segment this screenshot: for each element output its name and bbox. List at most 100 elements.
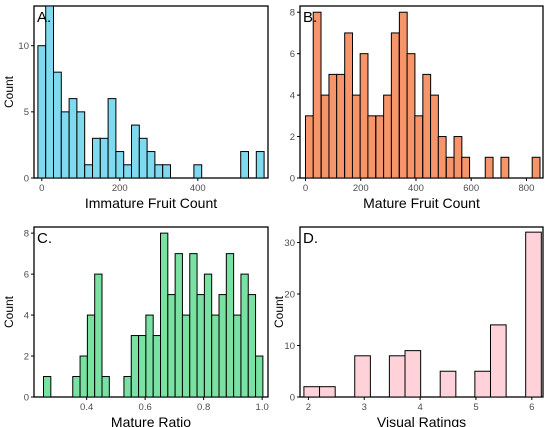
histogram-bar <box>154 164 164 179</box>
histogram-bar <box>92 137 101 179</box>
histogram-bar <box>43 376 52 398</box>
histogram-bar <box>115 151 125 179</box>
histogram-bar <box>255 355 264 398</box>
x-tick-label: 4 <box>417 402 422 413</box>
panel-label: B. <box>303 9 317 26</box>
x-tick-label: 0 <box>303 183 308 194</box>
histogram-bar <box>461 156 471 179</box>
histogram-bar <box>500 156 510 179</box>
histogram-bar <box>240 273 249 398</box>
y-tick-label: 6 <box>24 269 29 280</box>
x-tick-label: 0.4 <box>80 402 93 413</box>
histogram-bar <box>162 164 171 179</box>
x-axis-title: Mature Ratio <box>111 414 191 427</box>
histogram-bar <box>354 355 371 398</box>
x-tick-label: 5 <box>473 402 478 413</box>
y-tick-label: 0 <box>24 173 29 184</box>
histogram-bar <box>388 355 406 398</box>
histogram-bar <box>211 314 220 398</box>
histogram-bar <box>79 355 88 398</box>
x-tick-label: 200 <box>112 183 128 194</box>
histogram-bar <box>247 294 257 398</box>
y-tick-label: 30 <box>284 238 295 249</box>
histogram-bar <box>225 253 235 398</box>
histogram-bar <box>84 164 93 179</box>
plot-frame <box>299 226 544 398</box>
histogram-bar <box>189 253 198 398</box>
histogram-bar <box>145 314 154 398</box>
histogram-bar <box>303 386 321 398</box>
x-tick-label: 0.6 <box>139 402 152 413</box>
panel-label: A. <box>37 9 51 26</box>
y-tick-label: 4 <box>290 90 295 101</box>
histogram-bar <box>76 111 86 179</box>
histogram-bar <box>146 151 156 179</box>
histogram-bar <box>404 350 422 398</box>
y-tick-label: 4 <box>24 310 29 321</box>
histogram-bar <box>193 164 203 179</box>
histogram-bar <box>130 335 140 398</box>
histogram-bar <box>94 273 103 398</box>
x-tick-label: 2 <box>306 402 311 413</box>
histogram-bar <box>406 53 416 179</box>
panel-2: 0 2 4 6 8 0 200 400 600 800 Mature Fruit Count B. <box>290 5 544 211</box>
y-axis-title: Count <box>2 295 16 328</box>
histogram-bar <box>320 94 330 179</box>
histogram-bar <box>445 156 455 179</box>
histogram-bar <box>383 94 392 179</box>
x-axis-title: Immature Fruit Count <box>85 195 217 211</box>
y-axis-title: Count <box>2 75 16 108</box>
x-tick-label: 600 <box>463 183 479 194</box>
histogram-bar <box>101 376 110 398</box>
histogram-bar <box>99 137 109 179</box>
y-tick-label: 6 <box>290 49 295 60</box>
histogram-bar <box>359 53 369 179</box>
histogram-bar <box>351 94 361 179</box>
y-tick-label: 20 <box>284 289 295 300</box>
y-tick-label: 2 <box>290 132 295 143</box>
histogram-bar <box>218 294 227 398</box>
x-tick-label: 400 <box>408 183 424 194</box>
histogram-bar <box>336 73 345 179</box>
histogram-bar <box>131 124 140 179</box>
y-tick-label: 5 <box>24 107 29 118</box>
histogram-bar <box>86 314 96 398</box>
histogram-bar <box>181 314 191 398</box>
histogram-bar <box>174 253 183 398</box>
panel-label: D. <box>303 230 318 247</box>
histogram-bar <box>152 335 162 398</box>
histogram-bar <box>138 137 148 179</box>
panel-label: C. <box>37 230 52 247</box>
histogram-bar <box>453 136 463 179</box>
histogram-bar <box>240 151 249 179</box>
y-tick-label: 8 <box>290 8 295 19</box>
histogram-bar <box>107 98 117 179</box>
histogram-bar <box>304 115 314 179</box>
histogram-bar <box>203 273 213 398</box>
histogram-bar <box>398 11 408 179</box>
histogram-bar <box>489 324 507 398</box>
x-axis-title: Visual Ratings <box>377 414 466 427</box>
histogram-bar <box>196 294 205 398</box>
histogram-bar <box>60 111 70 179</box>
x-axis-title: Mature Fruit Count <box>363 195 480 211</box>
histogram-bar <box>255 151 265 179</box>
x-tick-label: 6 <box>529 402 534 413</box>
y-tick-label: 10 <box>284 341 295 352</box>
histogram-bar <box>422 73 432 179</box>
panel-3: 0 2 4 6 8 0.4 0.6 0.8 1.0 Mature Ratio Count C. <box>2 226 269 427</box>
x-tick-label: 400 <box>190 183 206 194</box>
y-axis-title: Count <box>272 295 286 328</box>
histogram-bar <box>414 115 424 179</box>
histogram-bar <box>390 32 400 179</box>
x-tick-label: 0.8 <box>197 402 210 413</box>
x-tick-label: 1.0 <box>256 402 269 413</box>
histogram-bar <box>45 5 55 179</box>
histogram-bar <box>525 231 542 398</box>
histogram-bar <box>68 98 78 179</box>
histogram-bar <box>328 73 338 179</box>
y-tick-label: 0 <box>24 392 29 403</box>
histogram-bar <box>123 164 132 179</box>
